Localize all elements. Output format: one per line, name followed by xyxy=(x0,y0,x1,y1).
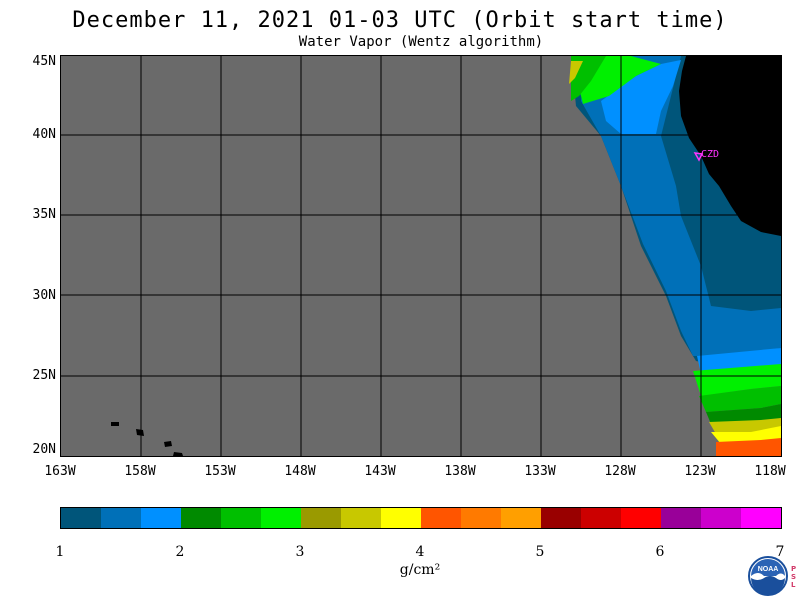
lon-label-133w: 133W xyxy=(524,464,556,479)
colorbar-segment-1 xyxy=(61,508,101,528)
colorbar-segment-6 xyxy=(261,508,301,528)
colorbar-tick-2: 2 xyxy=(175,544,185,560)
swath-olive-nw xyxy=(569,61,583,84)
lat-label-20n: 20N xyxy=(32,442,56,457)
land-north-america xyxy=(679,56,781,236)
colorbar-segment-7 xyxy=(301,508,341,528)
map-canvas: CZD xyxy=(61,56,781,456)
lat-label-45n: 45N xyxy=(32,54,56,69)
island-oahu xyxy=(136,429,144,436)
island-maui xyxy=(164,441,172,447)
lon-label-128w: 128W xyxy=(604,464,636,479)
graticule xyxy=(61,56,781,456)
lat-label-35n: 35N xyxy=(32,207,56,222)
colorbar-segment-10 xyxy=(421,508,461,528)
colorbar xyxy=(60,507,782,529)
lon-label-153w: 153W xyxy=(204,464,236,479)
colorbar-segment-5 xyxy=(221,508,261,528)
map-title: December 11, 2021 01-03 UTC (Orbit start… xyxy=(72,8,728,33)
colorbar-tick-1: 1 xyxy=(55,544,65,560)
island-hawaii xyxy=(173,452,183,456)
swath-south-orange xyxy=(716,438,781,456)
lon-label-148w: 148W xyxy=(284,464,316,479)
island-kauai xyxy=(111,422,119,426)
psl-letter-p: P xyxy=(791,565,797,573)
colorbar-segment-4 xyxy=(181,508,221,528)
lon-label-118w: 118W xyxy=(754,464,786,479)
lon-label-158w: 158W xyxy=(124,464,156,479)
colorbar-segment-17 xyxy=(701,508,741,528)
colorbar-segment-15 xyxy=(621,508,661,528)
swath-south-darkgreen xyxy=(706,404,781,424)
colorbar-tick-5: 5 xyxy=(535,544,545,560)
colorbar-tick-4: 4 xyxy=(415,544,425,560)
noaa-logo: NOAA xyxy=(748,556,788,596)
colorbar-tick-3: 3 xyxy=(295,544,305,560)
lon-label-143w: 143W xyxy=(364,464,396,479)
lat-label-30n: 30N xyxy=(32,288,56,303)
colorbar-tick-6: 6 xyxy=(655,544,665,560)
noaa-logo-text: NOAA xyxy=(758,566,779,573)
lon-label-163w: 163W xyxy=(44,464,76,479)
colorbar-segment-12 xyxy=(501,508,541,528)
psl-mark: P S L xyxy=(791,565,800,589)
water-vapor-map: CZD xyxy=(60,55,782,457)
colorbar-segment-8 xyxy=(341,508,381,528)
station-label: CZD xyxy=(701,149,719,160)
colorbar-segment-18 xyxy=(741,508,781,528)
lon-label-138w: 138W xyxy=(444,464,476,479)
lat-label-25n: 25N xyxy=(32,368,56,383)
map-subtitle: Water Vapor (Wentz algorithm) xyxy=(298,34,544,50)
lon-label-123w: 123W xyxy=(684,464,716,479)
colorbar-units: g/cm² xyxy=(399,562,441,578)
swath-south-yellow xyxy=(711,426,781,444)
lat-label-40n: 40N xyxy=(32,127,56,142)
psl-letter-l: L xyxy=(791,581,796,589)
colorbar-tick-7: 7 xyxy=(775,544,785,560)
station-marker xyxy=(693,152,704,162)
colorbar-segment-16 xyxy=(661,508,701,528)
colorbar-segment-11 xyxy=(461,508,501,528)
swath-south-lightgreen xyxy=(693,364,781,396)
psl-letter-s: S xyxy=(791,573,797,581)
colorbar-segment-3 xyxy=(141,508,181,528)
swath-south-green xyxy=(699,386,781,412)
colorbar-segment-13 xyxy=(541,508,581,528)
colorbar-segment-9 xyxy=(381,508,421,528)
colorbar-segment-14 xyxy=(581,508,621,528)
colorbar-segment-2 xyxy=(101,508,141,528)
